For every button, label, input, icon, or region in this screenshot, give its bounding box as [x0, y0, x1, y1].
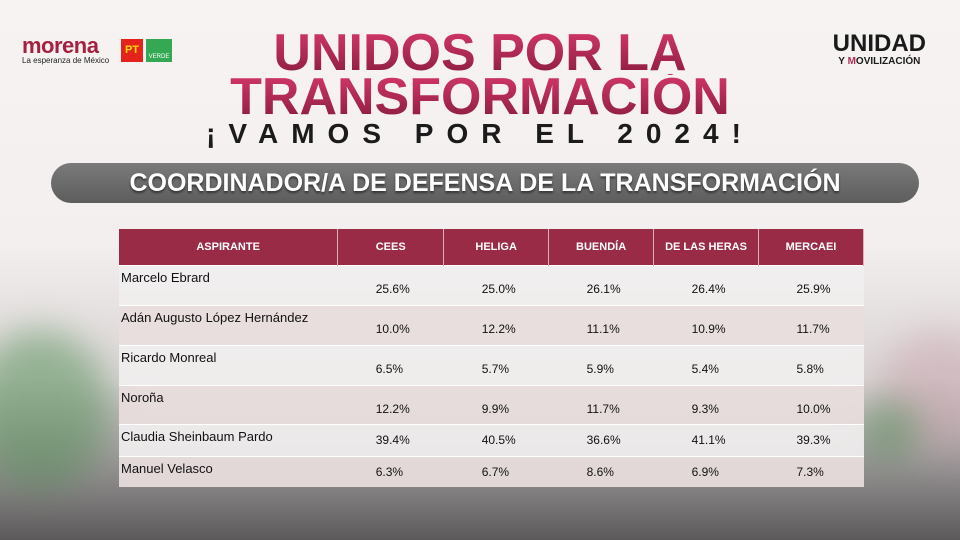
poll-value: 12.2% [443, 304, 549, 345]
poll-value: 40.5% [443, 423, 549, 456]
page-title-line-2: TRANSFORMACIÓN [190, 71, 770, 123]
poll-value: 7.3% [758, 455, 864, 487]
page-title-line-1: UNIDOS POR LA [190, 27, 770, 79]
morena-wordmark: morena [22, 33, 99, 58]
poll-value: 8.6% [548, 455, 654, 487]
poll-value: 11.7% [758, 304, 864, 345]
poll-value: 10.0% [758, 384, 864, 424]
movilizacion-text: Y MOVILIZACIÓN [833, 56, 926, 67]
poll-value: 39.3% [758, 423, 864, 456]
table-row: Noroña 12.2% 9.9% 11.7% 9.3% 10.0% [119, 384, 864, 424]
table-row: Adán Augusto López Hernández 10.0% 12.2% 11… [119, 304, 864, 345]
table-row: Ricardo Monreal 6.5% 5.7% 5.9% 5.4% 5.8% [119, 344, 864, 385]
poll-value: 11.7% [548, 384, 654, 424]
poll-value: 11.1% [548, 304, 654, 345]
poll-value: 41.1% [653, 423, 759, 456]
poll-value: 5.9% [548, 344, 654, 385]
poll-value: 6.3% [337, 455, 444, 487]
table-row: Marcelo Ebrard 25.6% 25.0% 26.1% 26.4% 25.9% [119, 264, 864, 305]
poll-value: 25.9% [758, 264, 864, 305]
column-header: ASPIRANTE [119, 229, 339, 265]
background-flag-verde [0, 330, 110, 490]
poll-value: 9.9% [443, 384, 549, 424]
table-row: Manuel Velasco 6.3% 6.7% 8.6% 6.9% 7.3% [119, 455, 864, 487]
aspirante-name: Noroña [119, 384, 338, 424]
column-header: MERCAEI [758, 229, 864, 265]
column-header: DE LAS HERAS [653, 229, 759, 265]
poll-value: 26.4% [653, 264, 759, 305]
poll-value: 25.0% [443, 264, 549, 305]
aspirante-name: Ricardo Monreal [119, 344, 338, 385]
poll-value: 5.8% [758, 344, 864, 385]
poll-table: ASPIRANTE CEES HELIGA BUENDÍA DE LAS HERAS ME… [119, 229, 864, 487]
poll-value: 26.1% [548, 264, 654, 305]
unidad-movilizacion-logo: UNIDAD Y MOVILIZACIÓN [832, 30, 926, 68]
verde-logo: VERDE [146, 39, 172, 62]
poll-value: 12.2% [337, 384, 444, 424]
poll-value: 5.7% [443, 344, 549, 385]
y-text: Y [838, 56, 848, 67]
poll-value: 39.4% [337, 423, 444, 456]
morena-logo: morena La esperanza de México [22, 33, 110, 66]
pt-logo: PT [121, 39, 143, 62]
unidad-text: UNIDAD [832, 30, 926, 57]
section-banner: COORDINADOR/A DE DEFENSA DE LA TRANSFORM… [51, 163, 919, 203]
table-row: Claudia Sheinbaum Pardo 39.4% 40.5% 36.6% 41… [119, 423, 864, 456]
poll-value: 9.3% [653, 384, 759, 424]
poll-value: 25.6% [337, 264, 444, 305]
aspirante-name: Adán Augusto López Hernández [119, 304, 338, 345]
poll-value: 10.0% [337, 304, 444, 345]
column-header: HELIGA [443, 229, 550, 265]
poll-value: 6.7% [443, 455, 549, 487]
ovilizacion-text: OVILIZACIÓN [855, 56, 921, 67]
aspirante-name: Manuel Velasco [119, 455, 338, 487]
aspirante-name: Claudia Sheinbaum Pardo [119, 423, 338, 456]
subtitle: ¡VAMOS POR EL 2024! [206, 118, 754, 149]
background-flag-green [860, 400, 920, 460]
morena-tagline: La esperanza de México [22, 56, 110, 65]
poll-value: 5.4% [653, 344, 759, 385]
poll-value: 36.6% [548, 423, 654, 456]
poll-value: 6.5% [337, 344, 444, 385]
poll-value: 6.9% [653, 455, 759, 487]
column-header: BUENDÍA [548, 229, 655, 265]
column-header: CEES [337, 229, 445, 265]
poll-value: 10.9% [653, 304, 759, 345]
table-header-row: ASPIRANTE CEES HELIGA BUENDÍA DE LAS HERAS ME… [119, 229, 864, 265]
aspirante-name: Marcelo Ebrard [119, 264, 338, 305]
m-letter: M [847, 56, 856, 67]
